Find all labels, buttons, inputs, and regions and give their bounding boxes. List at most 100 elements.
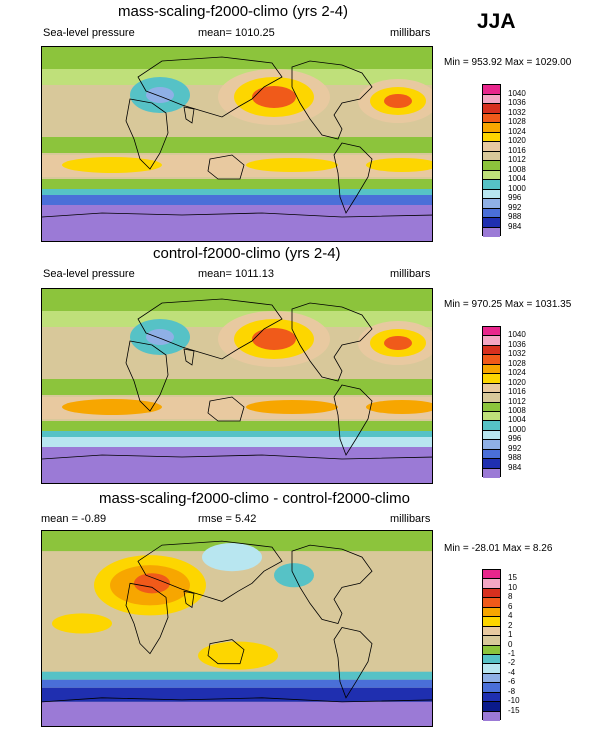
colorbar-swatch	[483, 598, 500, 608]
colorbar-swatch	[483, 142, 500, 152]
coastline	[291, 302, 373, 382]
colorbar-label: 15	[508, 573, 517, 583]
colorbar-label: 1008	[508, 164, 526, 174]
panel2-mean: mean= 1011.13	[198, 268, 274, 280]
colorbar-label: 1000	[508, 424, 526, 434]
colorbar-swatch	[483, 199, 500, 209]
coastline	[183, 590, 195, 609]
colorbar-swatch	[483, 468, 500, 478]
coastline	[207, 396, 245, 422]
colorbar-swatch	[483, 626, 500, 637]
field-natl-core	[384, 94, 412, 108]
colorbar-label: 996	[508, 434, 522, 444]
field-band-tropics	[42, 137, 432, 153]
colorbar-swatch	[483, 113, 500, 123]
colorbar-swatch	[483, 170, 500, 180]
coastline	[42, 697, 432, 703]
field-band-50s	[42, 189, 432, 195]
colorbar-swatch	[483, 374, 500, 384]
coastline	[125, 98, 169, 170]
panel1-minmax: Min = 953.92 Max = 1029.00	[444, 57, 572, 68]
field-band-40s	[42, 179, 432, 189]
coastline	[125, 582, 169, 655]
colorbar-label: 6	[508, 601, 513, 611]
field-ridge-b	[246, 400, 338, 414]
field-band-60s	[42, 437, 432, 447]
field-asian-low-core	[146, 329, 174, 345]
colorbar-swatch	[483, 440, 500, 450]
field-band-arctic	[42, 47, 432, 69]
colorbar-label: -1	[508, 648, 516, 658]
field-npac-core	[252, 86, 296, 108]
colorbar-swatch	[483, 104, 500, 114]
field-npac-core	[252, 328, 296, 350]
colorbar-swatch	[483, 588, 500, 599]
coastline	[137, 540, 283, 602]
field-band-60s	[42, 679, 432, 688]
colorbar-swatch	[483, 711, 500, 721]
colorbar-swatch	[483, 654, 500, 665]
colorbar-swatch	[483, 570, 500, 580]
field-asia-pos-core	[134, 573, 170, 594]
colorbar-swatch	[483, 579, 500, 589]
colorbar-swatch	[483, 702, 500, 712]
colorbar-label: 1012	[508, 155, 526, 164]
colorbar-swatch	[483, 123, 500, 133]
panel2-minmax: Min = 970.25 Max = 1031.35	[444, 299, 572, 310]
colorbar-swatch	[483, 151, 500, 161]
colorbar-label: 1036	[508, 98, 526, 107]
colorbar-swatch	[483, 393, 500, 403]
field-band-40s	[42, 421, 432, 431]
colorbar-label: 988	[508, 212, 522, 221]
colorbar-label: -8	[508, 686, 516, 696]
colorbar-label: -6	[508, 677, 516, 687]
panel3-rmse: rmse = 5.42	[198, 513, 257, 525]
colorbar-label: 1020	[508, 377, 526, 387]
field-band-antarctica	[42, 447, 432, 483]
field-ridge-a	[62, 157, 162, 173]
field-ridge-c	[366, 158, 432, 172]
coastline	[183, 106, 195, 124]
colorbar-swatch	[483, 459, 500, 469]
colorbar-swatch	[483, 421, 500, 431]
colorbar-label: -2	[508, 658, 516, 668]
field-band-antarctica	[42, 205, 432, 241]
panel3-title: mass-scaling-f2000-climo - control-f2000…	[99, 490, 410, 507]
colorbar-label: -10	[508, 696, 520, 706]
panel3-map-field	[42, 531, 432, 726]
colorbar-swatch	[483, 336, 500, 346]
panel3-map	[41, 530, 433, 727]
colorbar-swatch	[483, 411, 500, 422]
colorbar-swatch	[483, 645, 500, 655]
colorbar-label: 1032	[508, 107, 526, 117]
colorbar-label: 1024	[508, 368, 526, 378]
colorbar-swatch	[483, 383, 500, 394]
colorbar-label: 8	[508, 592, 513, 602]
panel1-map-field	[42, 47, 432, 241]
colorbar-label: 0	[508, 639, 513, 649]
field-ridge-a	[62, 399, 162, 415]
field-ridge-c	[366, 400, 432, 414]
colorbar-swatch	[483, 85, 500, 95]
colorbar-swatch	[483, 355, 500, 365]
panel1-units: millibars	[390, 27, 431, 39]
field-band-arctic	[42, 289, 432, 311]
colorbar-label: 1024	[508, 126, 526, 136]
colorbar-label: 984	[508, 221, 522, 231]
field-band-tropics	[42, 379, 432, 395]
colorbar-swatch	[483, 327, 500, 337]
colorbar-swatch	[483, 161, 500, 171]
colorbar-swatch	[483, 189, 500, 199]
field-australia-pos	[198, 641, 278, 670]
panel1-mean: mean= 1010.25	[198, 27, 275, 39]
panel1-left-label: Sea-level pressure	[43, 27, 135, 39]
coastline	[137, 298, 283, 360]
panel1-title: mass-scaling-f2000-climo (yrs 2-4)	[118, 3, 349, 20]
coastline	[183, 348, 195, 366]
colorbar-label: 984	[508, 462, 522, 472]
colorbar-label: 1020	[508, 136, 526, 145]
colorbar-label: 996	[508, 193, 522, 202]
colorbar-label: 1012	[508, 396, 526, 406]
colorbar-label: 1000	[508, 183, 526, 193]
colorbar-swatch	[483, 218, 500, 228]
